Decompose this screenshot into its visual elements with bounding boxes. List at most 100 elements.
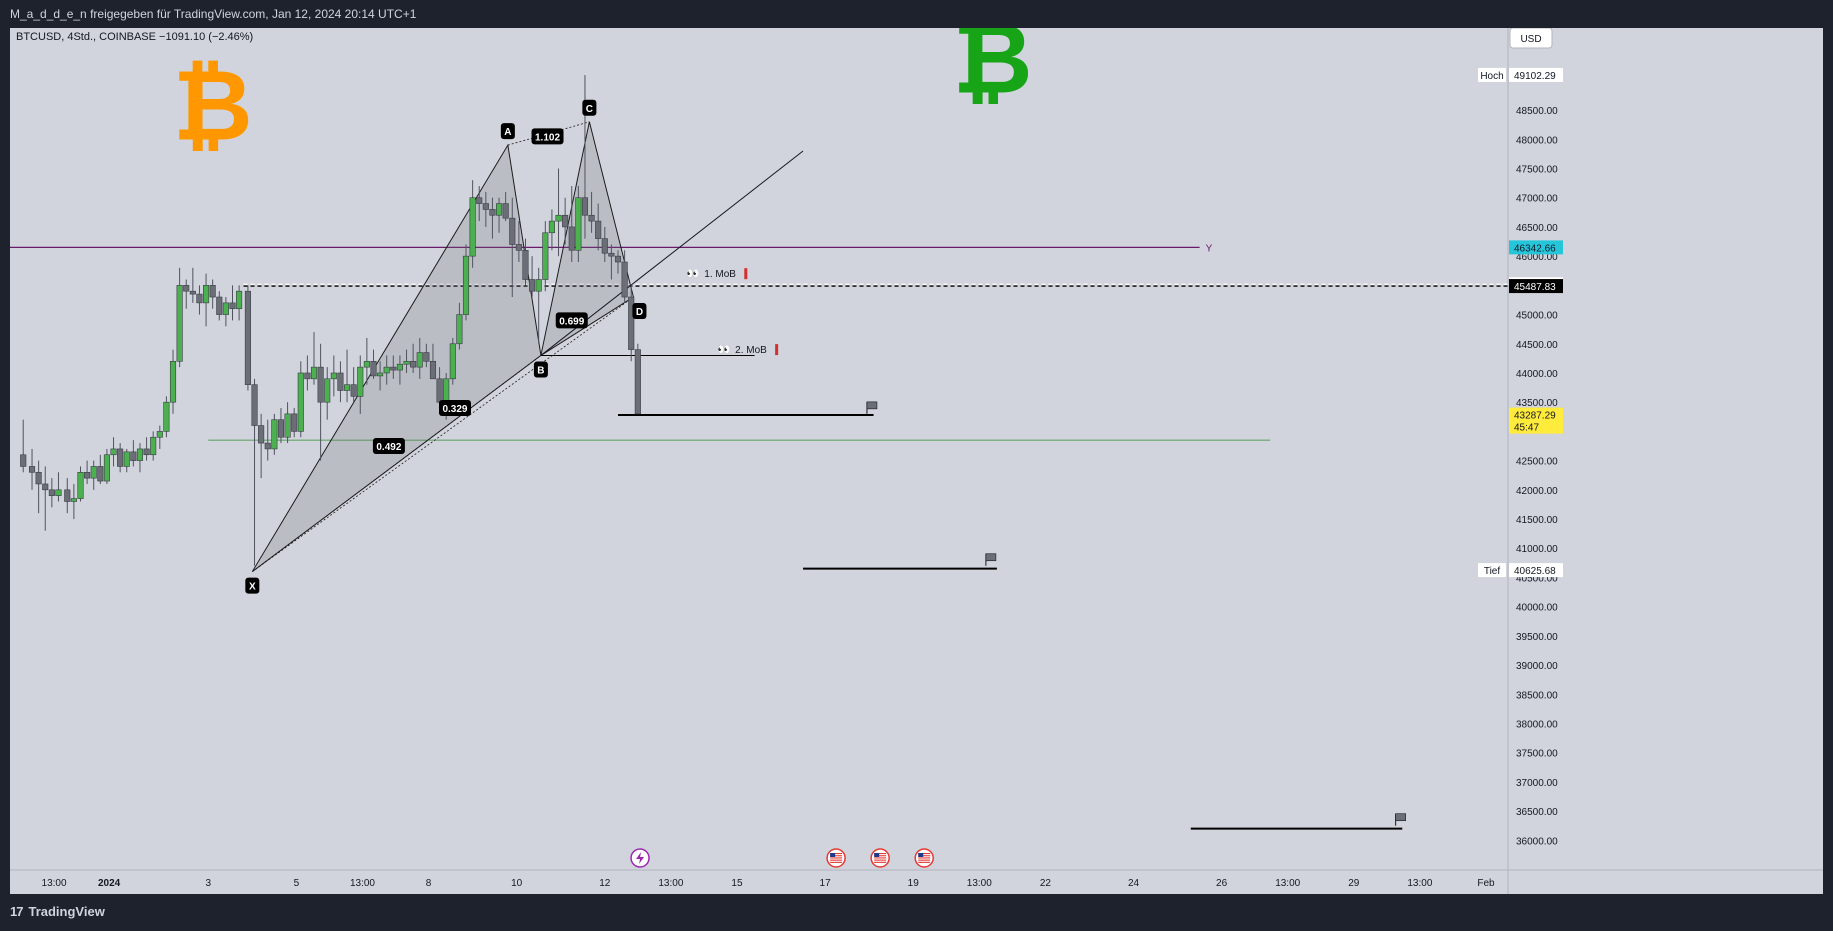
candle-body — [77, 471, 84, 499]
candle — [244, 285, 251, 391]
currency-label[interactable]: USD — [1520, 34, 1541, 45]
candle — [357, 355, 364, 414]
us-flag-icon-canton — [918, 853, 924, 857]
candle-body — [595, 220, 602, 239]
candle-body — [416, 352, 423, 368]
price-tick-label: 40000.00 — [1516, 603, 1558, 614]
share-header: M_a_d_d_e_n freigegeben für TradingView.… — [10, 7, 417, 21]
price-tick-label: 38000.00 — [1516, 719, 1558, 730]
candle-body — [601, 238, 608, 254]
time-axis: 13:00 2024 3 5 13:00 8 10 12 13:00 15 17 19 13:00 22 2… — [10, 848, 1823, 889]
pattern-ratio-label: 0.329 — [442, 404, 467, 415]
candle-body — [277, 419, 285, 438]
candle-body — [236, 290, 243, 310]
us-flag-icon[interactable] — [914, 848, 934, 868]
pattern-ratio-label: 0.492 — [376, 442, 401, 453]
price-tick-label: 36500.00 — [1516, 807, 1558, 818]
price-tick-label: 37000.00 — [1516, 778, 1558, 789]
candle-body — [522, 250, 529, 280]
candle-body — [469, 197, 476, 257]
candle-body — [310, 366, 318, 380]
pattern-point-c: C — [582, 99, 597, 116]
candle — [502, 191, 509, 222]
candle — [522, 238, 529, 286]
candle-body — [48, 489, 55, 496]
mob-marker — [775, 344, 779, 356]
candle — [203, 273, 210, 327]
us-flag-icon[interactable] — [826, 848, 846, 868]
candle-body — [436, 378, 443, 403]
time-tick-label: 13:00 — [350, 878, 375, 889]
us-flag-icon[interactable] — [870, 848, 890, 868]
time-tick-label: Feb — [1477, 878, 1495, 889]
time-tick-label: 13:00 — [658, 878, 683, 889]
candle — [176, 267, 183, 368]
price-tick-label: 39000.00 — [1516, 661, 1558, 672]
candle — [64, 478, 71, 514]
candle — [515, 221, 522, 262]
price-tick-label: 48000.00 — [1516, 135, 1558, 146]
lightning-icon[interactable] — [630, 848, 650, 868]
candle — [324, 367, 331, 420]
tradingview-logo[interactable]: 17 TradingView — [10, 904, 105, 919]
candle-body — [396, 363, 403, 371]
candlestick-chart[interactable]: ₿ ₿ Y X A B C D 1.102 0.699 0.329 0.492 👀 1. MoB 👀 2. … — [10, 4, 1823, 894]
candle-body — [55, 489, 62, 496]
price-label-value: 43287.29 — [1514, 411, 1556, 422]
candle — [548, 209, 555, 251]
candle — [350, 367, 357, 403]
pattern-ratio-line — [252, 355, 542, 572]
candle-body — [482, 203, 489, 210]
pattern-point-label: C — [586, 104, 593, 115]
candle-body — [443, 378, 450, 403]
candle-body — [588, 214, 595, 222]
pattern-ratio-badge — [555, 312, 588, 329]
candle — [110, 437, 117, 467]
price-tick-label: 40500.00 — [1516, 573, 1558, 584]
candle — [123, 448, 130, 473]
price-label-bg — [1509, 279, 1563, 294]
candle-body — [608, 252, 615, 257]
candle-body — [317, 366, 324, 403]
candle — [310, 332, 318, 385]
candle-body — [163, 401, 170, 432]
candle — [396, 355, 403, 385]
candle-body — [502, 203, 509, 219]
candle — [271, 413, 278, 455]
pattern-point-badge — [245, 577, 260, 594]
candle — [304, 355, 311, 391]
mob-marker — [744, 268, 748, 280]
us-flag-icon-stripe — [874, 857, 887, 859]
candle — [383, 355, 390, 385]
candle — [614, 250, 622, 274]
time-tick-label: 29 — [1348, 878, 1360, 889]
candle-body — [449, 343, 456, 380]
currency-button[interactable]: USD — [1509, 27, 1553, 49]
symbol-info: BTCUSD, 4Std., COINBASE −1091.10 (−2.46%… — [16, 31, 253, 43]
time-tick-label: 12 — [599, 878, 611, 889]
price-axis: 48500.00 48000.00 47500.00 47000.00 46500.00… — [1478, 28, 1563, 894]
candle — [416, 337, 423, 379]
price-label-side: Tief — [1484, 566, 1501, 577]
us-flag-icon-stripe — [874, 861, 887, 863]
price-tick-label: 44500.00 — [1516, 340, 1558, 351]
candle — [476, 186, 483, 222]
pattern-ratio: 0.699 — [555, 312, 588, 329]
candle — [55, 472, 62, 502]
candle — [370, 349, 377, 379]
pattern-point-b: B — [533, 361, 548, 378]
candle — [562, 197, 569, 245]
candle — [189, 267, 196, 303]
candle-body — [35, 471, 42, 485]
candle — [136, 443, 144, 473]
us-flag-icon-stripe — [830, 855, 843, 857]
candle — [264, 419, 271, 461]
candle-body — [156, 431, 163, 438]
us-flag-icon-stripe — [918, 855, 931, 857]
candle — [509, 197, 516, 298]
price-label-bg — [1509, 563, 1563, 578]
candle-body — [429, 360, 437, 380]
chart-area[interactable]: ₿ ₿ Y X A B C D 1.102 0.699 0.329 0.492 👀 1. MoB 👀 2. … — [10, 4, 1823, 894]
candle-body — [403, 360, 410, 365]
